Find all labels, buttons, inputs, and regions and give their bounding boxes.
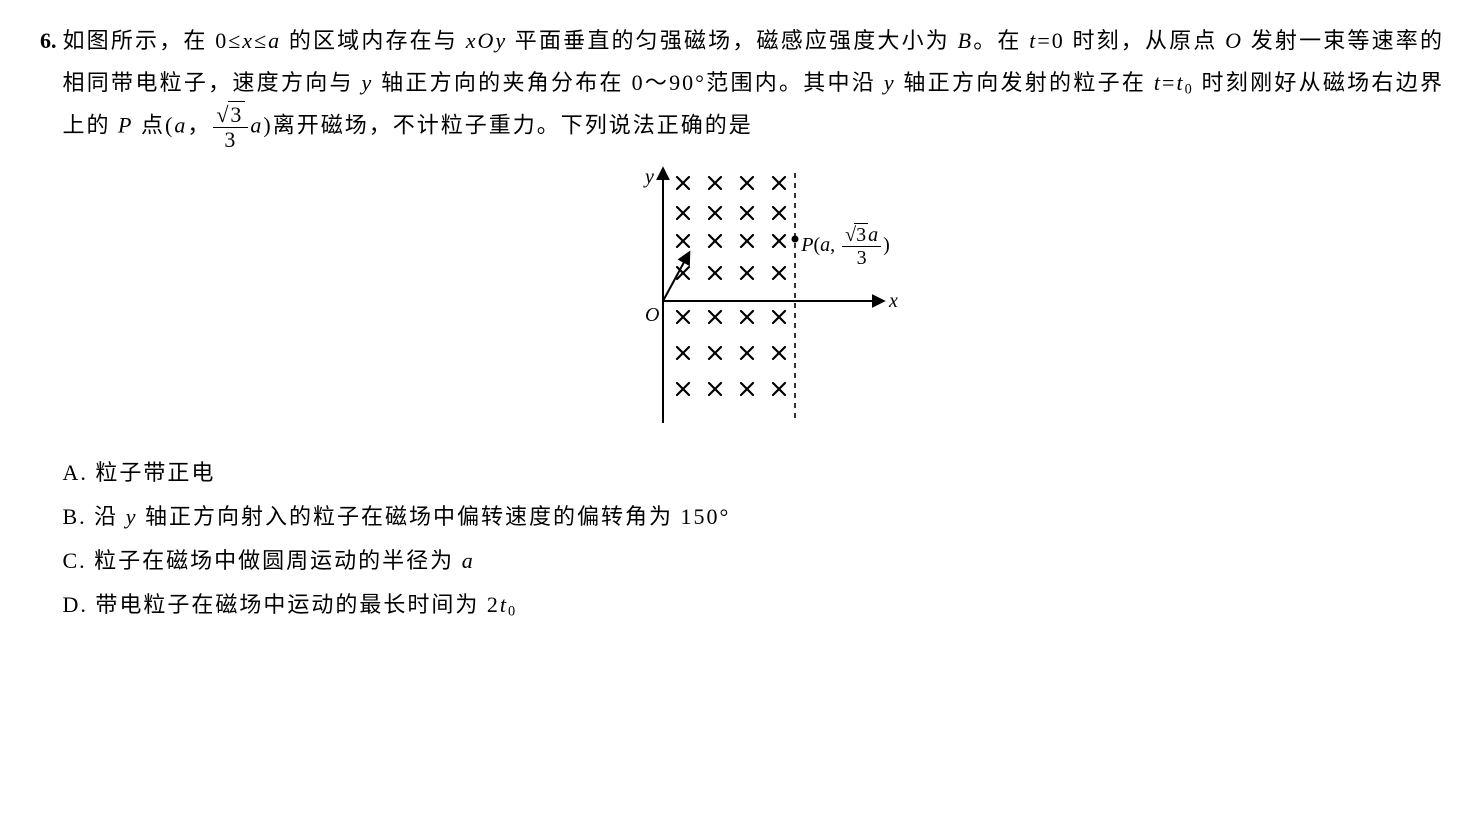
- svg-text:y: y: [643, 166, 654, 188]
- question-block: 6. 如图所示，在 0≤x≤a 的区域内存在与 xOy 平面垂直的匀强磁场，磁感…: [40, 20, 1444, 628]
- option-C: C. 粒子在磁场中做圆周运动的半径为 a: [63, 540, 1445, 582]
- option-A-text: 粒子带正电: [95, 460, 215, 485]
- svg-text:x: x: [888, 290, 898, 312]
- question-body: 如图所示，在 0≤x≤a 的区域内存在与 xOy 平面垂直的匀强磁场，磁感应强度…: [63, 20, 1445, 628]
- question-stem: 如图所示，在 0≤x≤a 的区域内存在与 xOy 平面垂直的匀强磁场，磁感应强度…: [63, 20, 1445, 151]
- question-number: 6.: [40, 20, 57, 62]
- point-P-label: P(a, 3a3): [801, 225, 890, 268]
- figure-wrap: Ox y P(a, 3a3): [63, 161, 1445, 445]
- figure-svg: Ox y: [573, 161, 933, 431]
- option-D: D. 带电粒子在磁场中运动的最长时间为 2t0: [63, 584, 1445, 626]
- option-A: A. 粒子带正电: [63, 452, 1445, 494]
- option-B: B. 沿 y 轴正方向射入的粒子在磁场中偏转速度的偏转角为 150°: [63, 496, 1445, 538]
- svg-text:O: O: [645, 304, 659, 326]
- options: A. 粒子带正电 B. 沿 y 轴正方向射入的粒子在磁场中偏转速度的偏转角为 1…: [63, 452, 1445, 625]
